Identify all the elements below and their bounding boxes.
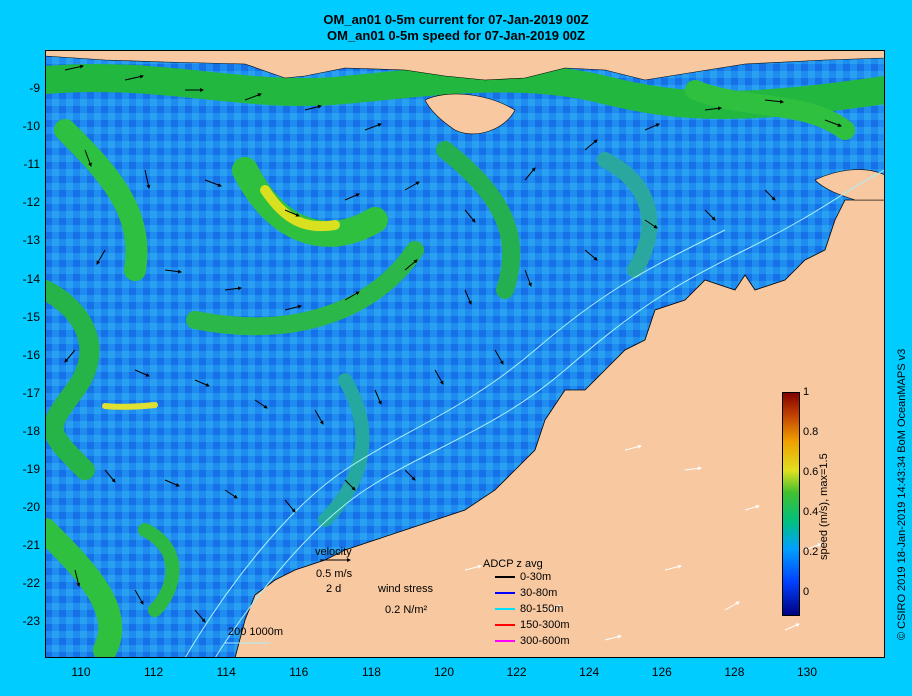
adcp-legend-item: 150-300m	[520, 619, 570, 631]
latitude-label: -15	[22, 309, 40, 324]
latitude-label: -23	[22, 614, 40, 629]
legend-arrows	[320, 558, 515, 642]
isobath-legend-label: 200 1000m	[228, 626, 284, 638]
latitude-label: -13	[22, 233, 40, 248]
colorbar-tick: 0.6	[803, 466, 819, 478]
latitude-label: -22	[22, 576, 40, 591]
longitude-label: 126	[651, 665, 672, 679]
longitude-label: 128	[724, 665, 745, 679]
wind-legend-scale: 0.2 N/m²	[385, 604, 428, 616]
latitude-label: -16	[22, 347, 40, 362]
current-bands	[45, 63, 885, 658]
longitude-label: 114	[216, 665, 236, 679]
latitude-label: -20	[22, 500, 40, 515]
indonesia-islands	[45, 50, 885, 201]
longitude-label: 112	[144, 665, 164, 679]
adcp-legend-item: 30-80m	[520, 587, 558, 599]
latitude-label: -17	[22, 385, 40, 400]
latitude-label: -11	[23, 157, 40, 172]
credit-text: © CSIRO 2019 18-Jan-2019 14:43:34 BoM Oc…	[896, 348, 908, 640]
colorbar-tick: 1	[803, 386, 810, 398]
map-title-speed: OM_an01 0-5m speed for 07-Jan-2019 00Z	[327, 28, 585, 43]
latitude-label: -21	[22, 538, 40, 553]
australia-landmass	[234, 199, 885, 658]
colorbar-tick: 0.8	[803, 426, 819, 438]
colorbar-tick: 0.4	[803, 506, 819, 518]
adcp-legend-item: 0-30m	[520, 571, 552, 583]
adcp-legend-item: 80-150m	[520, 603, 564, 615]
colorbar-tick: 0.2	[803, 546, 819, 558]
longitude-label: 118	[361, 665, 381, 679]
velocity-legend-label: velocity	[315, 546, 352, 558]
adcp-legend-item: 300-600m	[520, 635, 570, 647]
longitude-label: 124	[579, 665, 600, 679]
velocity-legend-time: 2 d	[326, 583, 342, 595]
latitude-label: -18	[22, 423, 40, 438]
colorbar-label: speed (m/s), max=1.5	[818, 453, 830, 560]
velocity-arrows	[64, 64, 842, 623]
wind-stress-arrows	[464, 444, 822, 641]
longitude-label: 120	[433, 665, 455, 679]
map-title-current: OM_an01 0-5m current for 07-Jan-2019 00Z	[323, 12, 589, 27]
longitude-label: 130	[796, 665, 818, 679]
velocity-legend-scale: 0.5 m/s	[316, 568, 353, 580]
latitude-label: -9	[29, 81, 40, 95]
colorbar-tick: 0	[803, 586, 810, 598]
wind-legend-label: wind stress	[378, 583, 434, 595]
map-frame	[45, 50, 885, 658]
isobath-contours	[184, 169, 885, 658]
latitude-label: -19	[22, 462, 40, 476]
longitude-label: 122	[506, 665, 527, 679]
latitude-label: -12	[22, 195, 40, 210]
adcp-legend-title: ADCP z avg	[483, 558, 543, 570]
latitude-label: -10	[22, 119, 40, 134]
longitude-label: 116	[289, 665, 309, 679]
ocean-current-map	[45, 50, 885, 658]
longitude-label: 110	[71, 665, 91, 679]
speed-colorbar	[782, 392, 800, 616]
latitude-label: -14	[22, 271, 40, 286]
